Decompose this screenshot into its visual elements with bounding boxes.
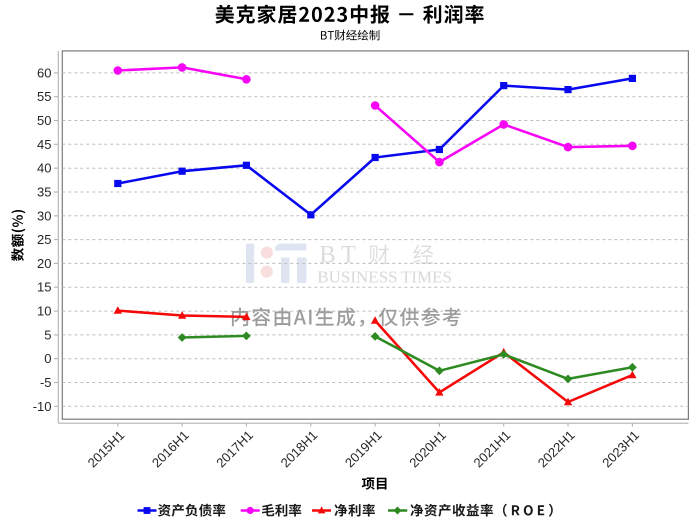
svg-text:-10: -10 — [33, 399, 52, 414]
svg-text:45: 45 — [37, 137, 51, 152]
svg-text:5: 5 — [44, 327, 51, 342]
svg-text:40: 40 — [37, 161, 51, 176]
svg-text:BT: BT — [319, 242, 361, 269]
svg-text:55: 55 — [37, 89, 51, 104]
svg-text:30: 30 — [37, 208, 51, 223]
svg-text:-5: -5 — [40, 375, 52, 390]
svg-text:0: 0 — [44, 351, 51, 366]
svg-text:10: 10 — [37, 304, 51, 319]
svg-text:15: 15 — [37, 280, 51, 295]
svg-text:35: 35 — [37, 185, 51, 200]
svg-text:20: 20 — [37, 256, 51, 271]
svg-text:BUSINESS TIMES: BUSINESS TIMES — [317, 267, 452, 286]
svg-text:25: 25 — [37, 232, 51, 247]
svg-text:60: 60 — [37, 65, 51, 80]
svg-text:50: 50 — [37, 113, 51, 128]
